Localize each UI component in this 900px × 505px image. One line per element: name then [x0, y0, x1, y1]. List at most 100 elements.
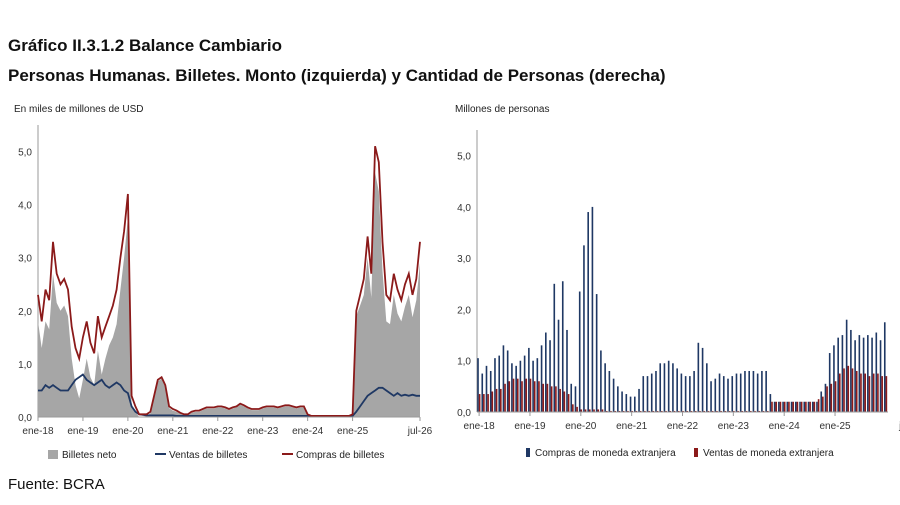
- bar-compras: [879, 340, 882, 412]
- bar-ventas: [500, 388, 502, 412]
- bar-ventas: [813, 401, 816, 412]
- left-y-tick-label: 0,0: [18, 413, 32, 424]
- bar-compras: [718, 373, 721, 412]
- bar-ventas: [843, 368, 845, 412]
- bar-ventas: [864, 373, 867, 412]
- left-y-tick-label: 4,0: [18, 201, 32, 212]
- bar-ventas: [851, 368, 854, 412]
- bar-ventas: [588, 409, 591, 412]
- bar-compras: [515, 365, 517, 412]
- bar-ventas: [673, 410, 676, 412]
- bar-compras: [862, 337, 865, 412]
- bar-ventas: [741, 410, 744, 412]
- right-x-tick-label: ene-21: [616, 421, 648, 432]
- bar-ventas: [550, 386, 553, 412]
- bar-ventas: [817, 399, 820, 412]
- right-y-tick-label: 3,0: [457, 254, 471, 265]
- bar-ventas: [809, 401, 811, 412]
- bar-compras: [765, 370, 767, 412]
- bar-compras: [574, 386, 577, 412]
- bar-ventas: [677, 410, 680, 412]
- bar-compras: [629, 396, 632, 412]
- bar-ventas: [733, 410, 735, 412]
- bar-compras: [646, 376, 649, 412]
- left-y-axis-label: En miles de millones de USD: [14, 104, 144, 115]
- bar-compras: [799, 401, 801, 412]
- bar-compras: [540, 345, 543, 412]
- bar-compras: [595, 294, 598, 412]
- bar-compras: [663, 363, 666, 412]
- bar-ventas: [728, 410, 731, 412]
- bar-compras: [532, 360, 534, 412]
- bar-ventas: [618, 410, 621, 412]
- left-x-tick-label: jul-26: [407, 426, 433, 437]
- bar-ventas: [614, 410, 617, 412]
- right-y-tick-label: 5,0: [457, 152, 471, 163]
- bar-ventas: [627, 410, 629, 412]
- bar-compras: [578, 291, 581, 412]
- left-x-tick-label: ene-18: [22, 426, 54, 437]
- bar-compras: [625, 394, 628, 412]
- right-x-tick-label: ene-18: [464, 421, 496, 432]
- bar-compras: [748, 370, 750, 412]
- left-x-tick-label: ene-25: [337, 426, 369, 437]
- bar-compras: [727, 378, 729, 412]
- legend-label-purchases: Compras de billetes: [296, 450, 384, 461]
- bar-compras: [659, 363, 662, 412]
- right-x-tick-label: ene-19: [514, 421, 546, 432]
- right-y-axis-label: Millones de personas: [455, 104, 550, 115]
- bar-ventas: [872, 373, 875, 412]
- bar-ventas: [483, 394, 485, 412]
- left-y-tick-label: 2,0: [18, 307, 32, 318]
- bar-ventas: [495, 388, 498, 412]
- bar-compras: [833, 345, 835, 412]
- bar-ventas: [491, 391, 494, 412]
- bar-ventas: [860, 373, 862, 412]
- bar-ventas: [555, 386, 557, 412]
- bar-compras: [506, 350, 509, 412]
- bar-compras: [638, 388, 640, 412]
- bar-compras: [583, 245, 585, 412]
- bar-ventas: [661, 410, 663, 412]
- bar-ventas: [521, 381, 523, 412]
- bar-ventas: [652, 410, 655, 412]
- bar-ventas: [868, 376, 871, 412]
- bar-ventas: [682, 410, 684, 412]
- bar-ventas: [703, 410, 705, 412]
- bar-compras: [570, 383, 573, 412]
- bar-ventas: [885, 376, 888, 412]
- bar-ventas: [800, 401, 803, 412]
- bar-ventas: [525, 378, 528, 412]
- left-y-tick-label: 3,0: [18, 254, 32, 265]
- bar-compras: [545, 332, 547, 412]
- bar-ventas: [567, 394, 570, 412]
- right-y-tick-label: 4,0: [457, 203, 471, 214]
- bar-compras: [693, 370, 695, 412]
- bar-compras: [655, 370, 657, 412]
- bar-ventas: [775, 401, 778, 412]
- bar-ventas: [766, 410, 769, 412]
- bar-ventas: [593, 409, 595, 412]
- bar-ventas: [572, 404, 574, 412]
- legend-label-sales: Ventas de billetes: [169, 450, 247, 461]
- legend-swatch-ventas: [694, 448, 698, 457]
- bar-ventas: [779, 401, 782, 412]
- net-billetes-area: [38, 172, 420, 417]
- bar-ventas: [686, 410, 689, 412]
- bar-compras: [676, 368, 678, 412]
- bar-compras: [549, 340, 551, 412]
- bar-ventas: [711, 410, 714, 412]
- bar-ventas: [563, 391, 566, 412]
- bar-ventas: [516, 378, 519, 412]
- bar-ventas: [771, 401, 773, 412]
- bar-compras: [786, 401, 789, 412]
- bar-compras: [837, 337, 839, 412]
- bar-ventas: [796, 401, 799, 412]
- right-x-tick-label: ene-22: [667, 421, 699, 432]
- bar-ventas: [750, 410, 752, 412]
- bar-compras: [621, 391, 623, 412]
- bar-ventas: [690, 410, 693, 412]
- bar-ventas: [826, 386, 828, 412]
- bar-compras: [769, 394, 772, 412]
- bar-ventas: [758, 410, 761, 412]
